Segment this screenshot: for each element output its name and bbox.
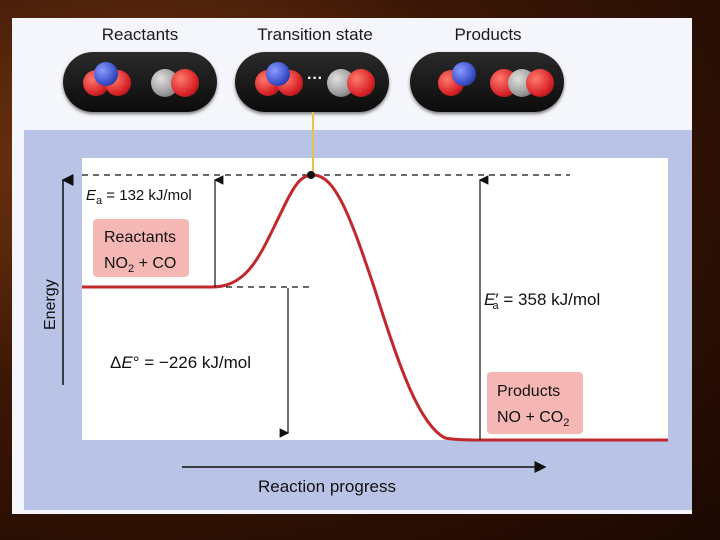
partial-bond-dots: ··· [307,70,323,87]
nitrogen-atom [266,62,290,86]
products-molecule-image [410,52,564,112]
oxygen-atom [347,69,375,97]
reactants-callout [93,219,189,277]
x-axis-label: Reaction progress [258,477,396,496]
products-callout [487,372,583,434]
reactants-molecule-label: Reactants [101,25,179,44]
transition-state-point [307,171,315,179]
nitrogen-atom [94,62,118,86]
energy-curve [82,173,668,442]
transition-state-molecule-label: Transition state [257,25,373,44]
oxygen-atom [171,69,199,97]
reactants-callout-title: Reactants [104,229,176,246]
transition-state-molecule-image: ··· [235,52,389,112]
reactants-callout-formula: NO2 + CO [104,255,176,275]
delta-e-label: ΔE° = −226 kJ/mol [110,353,251,372]
nitrogen-atom [452,62,476,86]
oxygen-atom [526,69,554,97]
y-axis-label: Energy [42,279,59,330]
products-molecule-label: Products [454,25,522,44]
ea-prime-label: E′a = 358 kJ/mol [484,290,600,312]
products-callout-title: Products [497,383,560,400]
products-callout-formula: NO + CO2 [497,409,569,429]
ea-label: Ea = 132 kJ/mol [86,187,192,207]
reactants-molecule-image [63,52,217,112]
